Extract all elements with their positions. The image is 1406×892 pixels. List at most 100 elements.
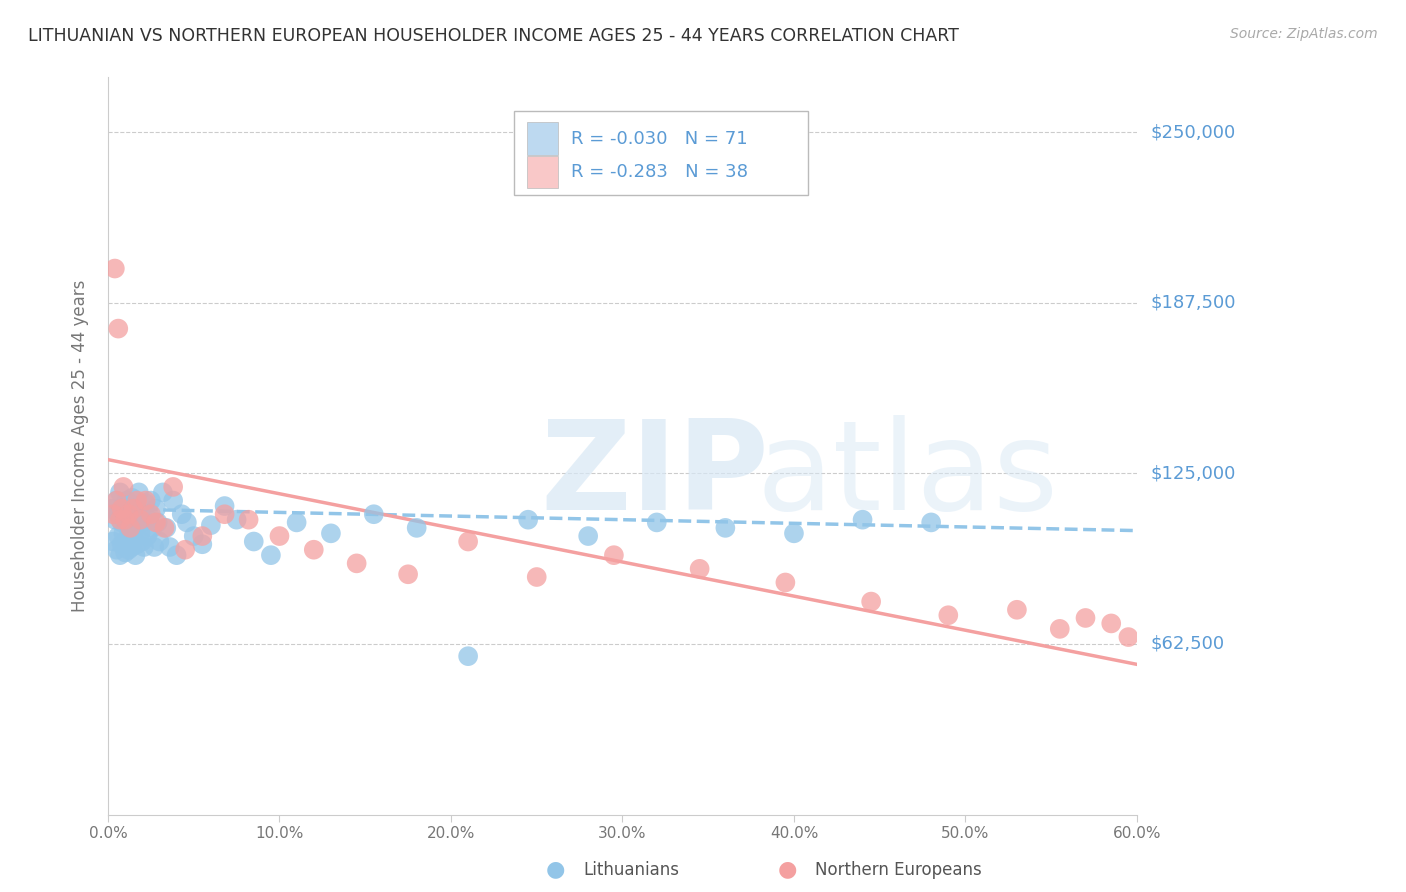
Point bbox=[936, 608, 959, 623]
Point bbox=[124, 548, 146, 562]
Point bbox=[104, 261, 127, 276]
Point bbox=[363, 507, 385, 521]
Point bbox=[269, 529, 291, 543]
Text: LITHUANIAN VS NORTHERN EUROPEAN HOUSEHOLDER INCOME AGES 25 - 44 YEARS CORRELATIO: LITHUANIAN VS NORTHERN EUROPEAN HOUSEHOL… bbox=[28, 27, 959, 45]
FancyBboxPatch shape bbox=[515, 111, 807, 195]
Point bbox=[1005, 603, 1028, 617]
Text: Northern Europeans: Northern Europeans bbox=[815, 861, 983, 879]
Point bbox=[135, 493, 157, 508]
Point bbox=[115, 493, 138, 508]
Point bbox=[120, 524, 142, 538]
Point bbox=[162, 480, 184, 494]
Point bbox=[260, 548, 283, 562]
Point bbox=[108, 548, 131, 562]
FancyBboxPatch shape bbox=[527, 122, 558, 155]
Point bbox=[183, 529, 205, 543]
Point bbox=[238, 513, 260, 527]
Point bbox=[145, 501, 167, 516]
Point bbox=[155, 521, 177, 535]
Point bbox=[111, 501, 134, 516]
Point bbox=[214, 507, 236, 521]
Point bbox=[107, 507, 129, 521]
Point bbox=[122, 501, 145, 516]
Point bbox=[115, 532, 138, 546]
Point bbox=[122, 529, 145, 543]
Point bbox=[860, 594, 883, 608]
Point bbox=[107, 321, 129, 335]
Point bbox=[159, 540, 181, 554]
Point bbox=[107, 529, 129, 543]
Text: Source: ZipAtlas.com: Source: ZipAtlas.com bbox=[1230, 27, 1378, 41]
Point bbox=[111, 537, 134, 551]
Point bbox=[131, 534, 153, 549]
Point bbox=[117, 510, 139, 524]
Point bbox=[302, 542, 325, 557]
Point bbox=[114, 513, 136, 527]
Point bbox=[120, 521, 142, 535]
Text: ●: ● bbox=[778, 860, 797, 880]
Text: $62,500: $62,500 bbox=[1152, 635, 1225, 653]
Point bbox=[920, 516, 942, 530]
Point bbox=[117, 542, 139, 557]
Point bbox=[225, 513, 247, 527]
Point bbox=[191, 529, 214, 543]
Point bbox=[129, 526, 152, 541]
Point bbox=[689, 562, 711, 576]
Point bbox=[285, 516, 308, 530]
Point bbox=[176, 516, 198, 530]
Point bbox=[105, 493, 128, 508]
Point bbox=[242, 534, 264, 549]
Point bbox=[139, 493, 162, 508]
Point bbox=[127, 537, 149, 551]
Point bbox=[111, 516, 134, 530]
Point bbox=[405, 521, 427, 535]
Point bbox=[162, 493, 184, 508]
Point bbox=[775, 575, 797, 590]
Point bbox=[517, 513, 540, 527]
Point bbox=[112, 499, 135, 513]
Point bbox=[457, 649, 479, 664]
Point bbox=[1118, 630, 1140, 644]
Point bbox=[148, 534, 170, 549]
Point bbox=[101, 534, 124, 549]
Point bbox=[1049, 622, 1071, 636]
Point bbox=[105, 493, 128, 508]
Point bbox=[166, 548, 188, 562]
Point bbox=[135, 496, 157, 510]
Point bbox=[129, 507, 152, 521]
Point bbox=[131, 516, 153, 530]
Point bbox=[143, 540, 166, 554]
Point bbox=[200, 518, 222, 533]
Text: ZIP: ZIP bbox=[540, 415, 769, 536]
Point bbox=[576, 529, 599, 543]
Point bbox=[1074, 611, 1097, 625]
Point bbox=[153, 521, 176, 535]
Point bbox=[319, 526, 342, 541]
Point bbox=[138, 513, 160, 527]
Point bbox=[1099, 616, 1122, 631]
Text: $187,500: $187,500 bbox=[1152, 293, 1236, 311]
Point bbox=[108, 513, 131, 527]
Y-axis label: Householder Income Ages 25 - 44 years: Householder Income Ages 25 - 44 years bbox=[72, 280, 89, 612]
Point bbox=[108, 485, 131, 500]
Point bbox=[170, 507, 193, 521]
Point bbox=[101, 507, 124, 521]
Text: ●: ● bbox=[546, 860, 565, 880]
Point bbox=[128, 485, 150, 500]
Text: atlas: atlas bbox=[756, 415, 1059, 536]
Point bbox=[112, 480, 135, 494]
Point bbox=[152, 485, 174, 500]
Point bbox=[603, 548, 626, 562]
Point bbox=[104, 513, 127, 527]
Point bbox=[127, 501, 149, 516]
Text: $250,000: $250,000 bbox=[1152, 123, 1236, 141]
Point bbox=[714, 521, 737, 535]
Point bbox=[191, 537, 214, 551]
Point bbox=[783, 526, 806, 541]
Point bbox=[145, 516, 167, 530]
Text: R = -0.283   N = 38: R = -0.283 N = 38 bbox=[571, 162, 748, 181]
Point bbox=[122, 507, 145, 521]
Point bbox=[129, 513, 152, 527]
Point bbox=[121, 540, 143, 554]
Point bbox=[136, 529, 159, 543]
